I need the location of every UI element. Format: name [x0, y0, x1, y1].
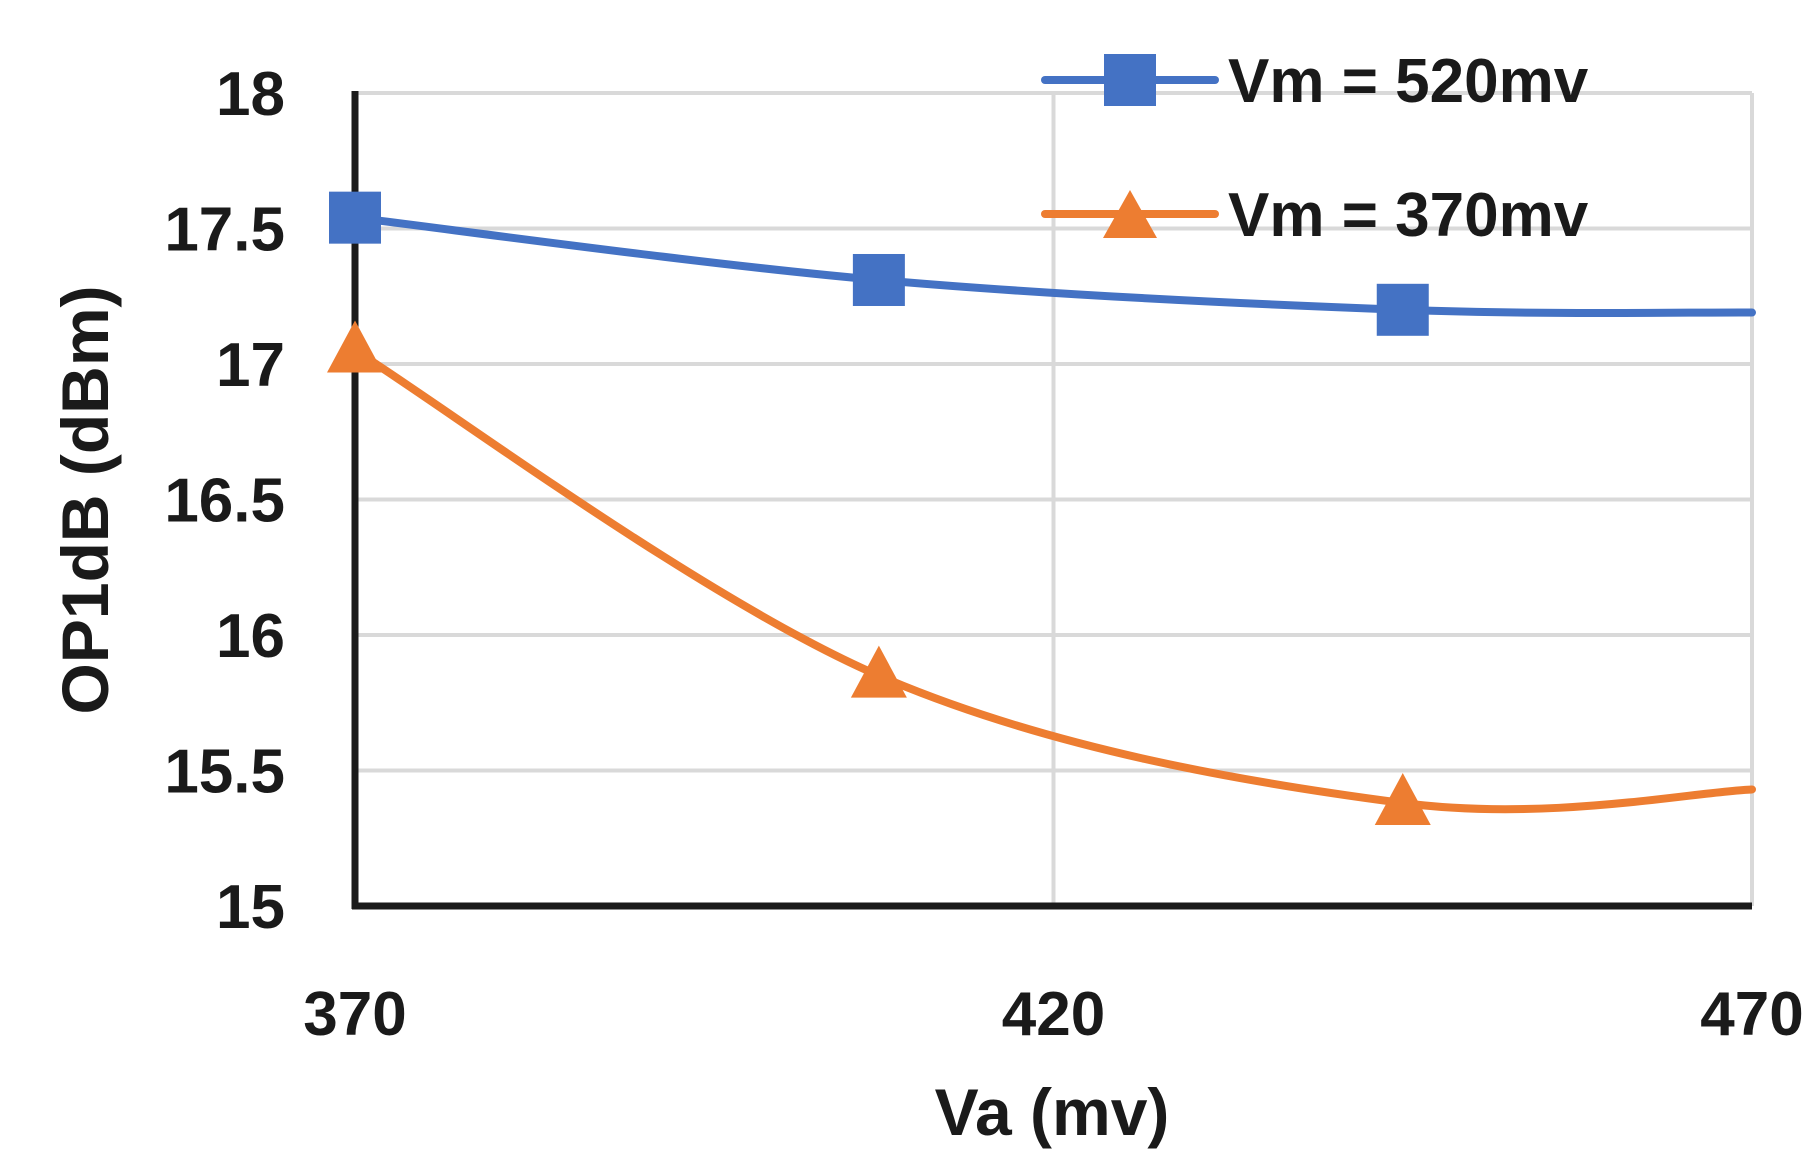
gridlines: [355, 91, 1754, 906]
data-point-triangle: [327, 320, 383, 373]
data-point-triangle: [1374, 773, 1431, 826]
legend-label-vm370: Vm = 370mv: [1228, 181, 1589, 250]
y-tick-label: 17: [216, 331, 285, 400]
y-tick-label: 16: [216, 602, 285, 671]
y-axis-title: OP1dB (dBm): [48, 286, 122, 715]
data-point-square: [852, 253, 905, 306]
y-tick-labels: 15 15.5 16 16.5 17 17.5 18: [164, 60, 285, 942]
x-tick-label: 420: [1002, 980, 1105, 1049]
legend-label-vm520: Vm = 520mv: [1228, 47, 1589, 116]
data-point-square: [329, 191, 381, 244]
legend: Vm = 520mv Vm = 370mv: [1041, 47, 1589, 250]
y-tick-label: 15: [216, 873, 285, 942]
legend-item-vm520: Vm = 520mv: [1041, 47, 1589, 116]
x-axis-title: Va (mv): [935, 1075, 1170, 1149]
data-markers: [327, 191, 1431, 826]
x-tick-label: 370: [303, 980, 406, 1049]
series-line-1: [351, 346, 1756, 814]
y-tick-label: 15.5: [164, 738, 285, 807]
legend-square-marker-icon: [1104, 54, 1156, 106]
x-tick-labels: 370 420 470: [303, 980, 1803, 1049]
y-tick-label: 16.5: [164, 467, 285, 536]
data-point-triangle: [850, 645, 907, 698]
series-line-0: [351, 213, 1756, 318]
series-lines: [351, 213, 1756, 814]
legend-item-vm370: Vm = 370mv: [1041, 181, 1589, 250]
y-tick-label: 17.5: [164, 196, 285, 265]
legend-triangle-marker-icon: [1103, 190, 1157, 238]
y-tick-label: 18: [216, 60, 285, 129]
x-tick-label: 470: [1700, 980, 1803, 1049]
data-point-square: [1376, 283, 1429, 336]
